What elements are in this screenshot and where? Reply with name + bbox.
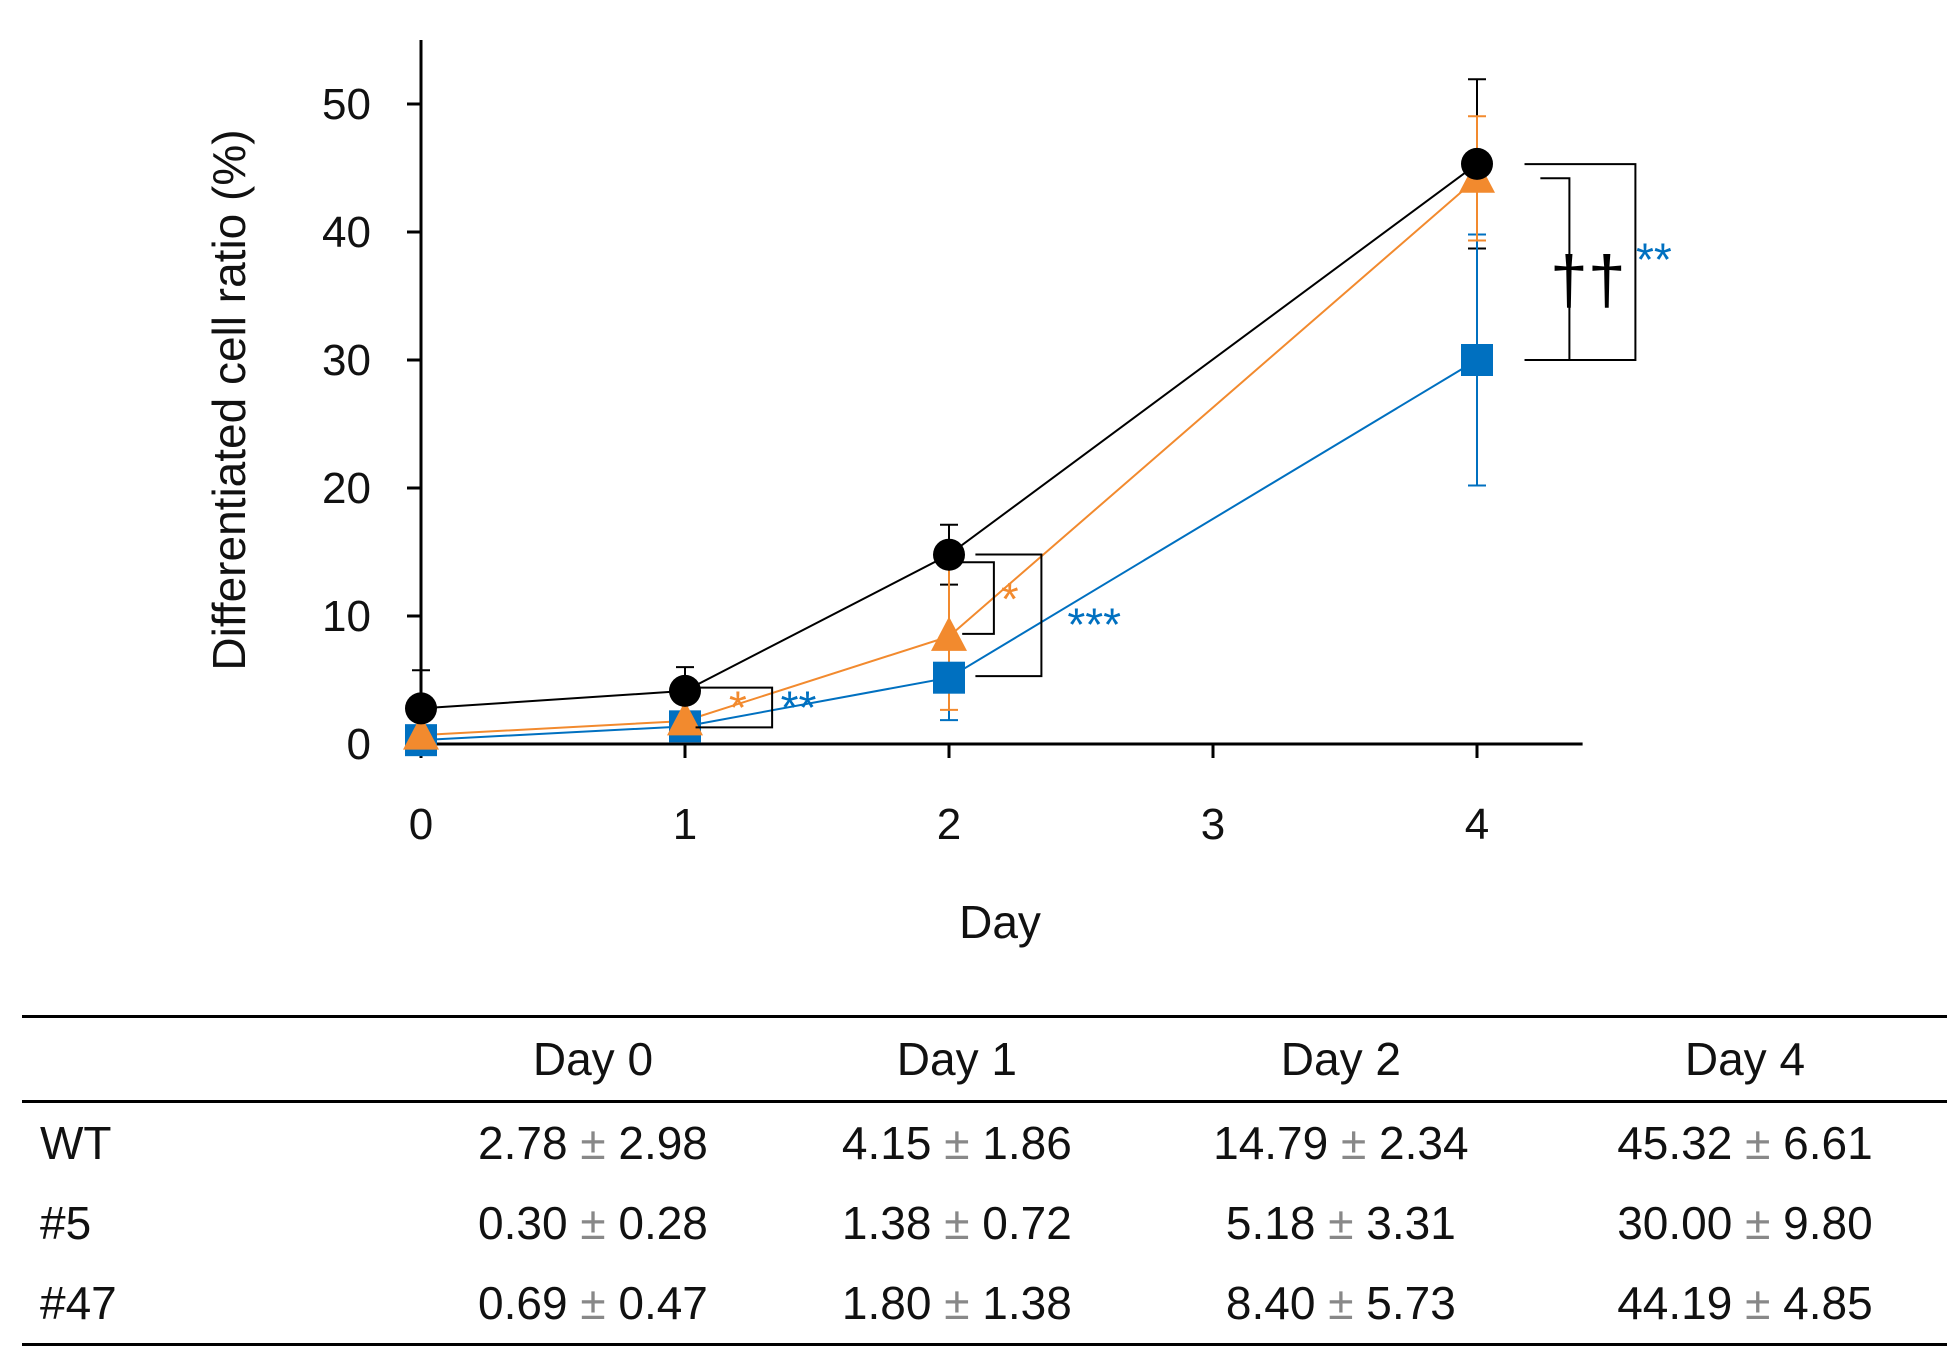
plus-minus-symbol: ± [1732,1117,1784,1169]
cell-sd: 2.34 [1379,1117,1469,1169]
table-cell: 5.18 ± 3.31 [1139,1183,1543,1263]
data-point-circle [1461,147,1493,180]
significance-bracket [962,561,995,635]
y-tick-label: 10 [322,592,371,641]
table-cell: 14.79 ± 2.34 [1139,1102,1543,1184]
x-tick-label: 4 [1465,800,1489,849]
x-tick-label: 0 [409,800,433,849]
cell-sd: 9.80 [1783,1197,1873,1249]
cell-mean: 0.69 [478,1277,568,1329]
cell-sd: 0.72 [982,1197,1072,1249]
table-cell: 45.32 ± 6.61 [1543,1102,1947,1184]
significance-bracket [695,686,774,729]
y-tick-label: 40 [322,208,371,257]
series-line [420,177,1478,737]
table-cell: 2.78 ± 2.98 [411,1102,775,1184]
data-point-square [1461,344,1493,376]
y-tick-label: 50 [322,80,371,129]
data-table: Day 0 Day 1 Day 2 Day 4 WT 2.78 ± 2.98 4.15 ±… [22,1015,1947,1346]
cell-sd: 0.28 [618,1197,708,1249]
cell-mean: 30.00 [1617,1197,1733,1249]
plus-minus-symbol: ± [567,1197,619,1249]
significance-marker: *** [1067,598,1121,650]
table-cell: 0.30 ± 0.28 [411,1183,775,1263]
plus-minus-symbol: ± [1732,1277,1784,1329]
plus-minus-symbol: ± [931,1117,983,1169]
x-tick-label: 2 [937,800,961,849]
table-cell: 4.15 ± 1.86 [775,1102,1139,1184]
plus-minus-symbol: ± [1315,1277,1367,1329]
significance-marker: †† [1550,242,1626,318]
y-axis-title: Differentiated cell ratio (%) [203,129,255,670]
cell-mean: 8.40 [1225,1277,1316,1329]
cell-mean: 1.80 [841,1277,932,1329]
table-column-header: Day 2 [1280,1033,1401,1085]
x-axis-title: Day [959,896,1041,948]
significance-marker: ** [781,682,817,734]
x-tick-label: 3 [1201,800,1225,849]
table-row: #47 0.69 ± 0.47 1.80 ± 1.38 8.40 ± 5.73 44.1… [22,1263,1947,1345]
table-cell: 1.38 ± 0.72 [775,1183,1139,1263]
cell-sd: 3.31 [1366,1197,1456,1249]
cell-sd: 2.98 [618,1117,708,1169]
data-point-triangle [667,701,703,736]
plus-minus-symbol: ± [567,1277,619,1329]
cell-sd: 4.85 [1783,1277,1873,1329]
y-tick-label: 0 [347,720,371,769]
table-cell: 0.69 ± 0.47 [411,1263,775,1345]
series-line [420,163,1478,710]
plus-minus-symbol: ± [1732,1197,1784,1249]
cell-sd: 1.86 [982,1117,1072,1169]
cell-mean: 2.78 [478,1117,568,1169]
y-tick-label: 20 [322,464,371,513]
significance-bracket [975,553,1043,678]
table-cell: 44.19 ± 4.85 [1543,1263,1947,1345]
table-row-label: #5 [40,1197,92,1249]
plus-minus-symbol: ± [931,1277,983,1329]
table-cell: 30.00 ± 9.80 [1543,1183,1947,1263]
significance-marker: ** [1636,234,1672,286]
y-tick-label: 30 [322,336,371,385]
series-line [420,359,1478,742]
significance-marker: * [729,682,747,734]
table-row: WT 2.78 ± 2.98 4.15 ± 1.86 14.79 ± 2.34 45.3… [22,1102,1947,1184]
cell-mean: 44.19 [1617,1277,1733,1329]
data-point-circle [933,538,965,571]
plus-minus-symbol: ± [931,1197,983,1249]
cell-mean: 0.30 [478,1197,568,1249]
table-row: #5 0.30 ± 0.28 1.38 ± 0.72 5.18 ± 3.31 30.00… [22,1183,1947,1263]
cell-mean: 45.32 [1617,1117,1733,1169]
plus-minus-symbol: ± [1328,1117,1380,1169]
table-column-header: Day 4 [1684,1033,1806,1085]
table-column-header: Day 1 [896,1033,1017,1085]
cell-mean: 1.38 [841,1197,932,1249]
data-point-triangle [403,715,439,750]
cell-sd: 6.61 [1783,1117,1873,1169]
plus-minus-symbol: ± [567,1117,619,1169]
data-point-circle [669,674,701,707]
cell-mean: 4.15 [841,1117,932,1169]
data-point-square [933,661,965,694]
table-corner-header [22,1017,411,1102]
table-header-row: Day 0 Day 1 Day 2 Day 4 [22,1016,1947,1102]
table-row-label: WT [40,1117,112,1169]
table-column-header: Day 0 [532,1033,654,1085]
cell-sd: 5.73 [1366,1277,1456,1329]
significance-marker: * [1001,573,1019,625]
cell-sd: 1.38 [982,1277,1072,1329]
significance-bracket [1524,163,1637,361]
cell-mean: 14.79 [1213,1117,1329,1169]
table-cell: 8.40 ± 5.73 [1139,1263,1543,1345]
data-point-triangle [931,616,967,651]
table-row-label: #47 [40,1277,117,1329]
table-cell: 1.80 ± 1.38 [775,1263,1139,1345]
x-tick-label: 1 [673,800,697,849]
data-point-circle [405,692,437,725]
cell-mean: 5.18 [1225,1197,1316,1249]
cell-sd: 0.47 [618,1277,708,1329]
plus-minus-symbol: ± [1315,1197,1367,1249]
